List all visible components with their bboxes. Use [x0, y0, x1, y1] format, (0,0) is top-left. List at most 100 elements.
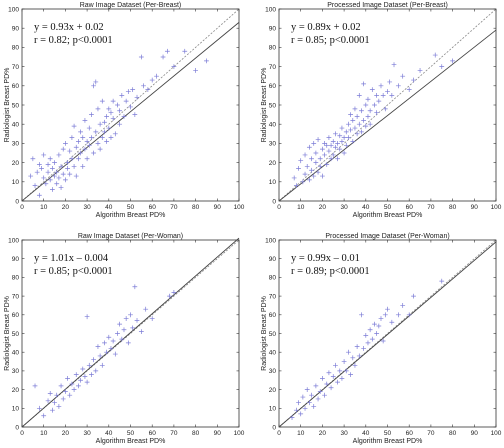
data-point: [389, 319, 395, 325]
y-tick-label: 10: [269, 406, 277, 413]
data-point: [82, 146, 88, 152]
x-tick-label: 30: [340, 204, 348, 211]
data-point: [346, 135, 351, 141]
data-point: [365, 96, 371, 102]
y-tick-label: 20: [12, 387, 20, 394]
data-point: [69, 156, 75, 162]
data-point: [45, 398, 51, 404]
correlation-stat: r = 0.82; p<0.0001: [34, 35, 113, 46]
data-point: [63, 141, 68, 146]
data-point: [69, 135, 75, 141]
data-point: [43, 181, 49, 187]
data-point: [36, 405, 42, 411]
data-point: [49, 407, 55, 413]
data-point: [289, 415, 295, 421]
data-point: [93, 129, 99, 135]
data-point: [374, 93, 380, 98]
data-point: [52, 160, 57, 165]
data-point: [337, 133, 343, 139]
x-tick-label: 40: [105, 204, 113, 211]
data-point: [367, 327, 373, 333]
x-tick-label: 0: [20, 430, 24, 437]
data-point: [376, 323, 382, 329]
regression-equation: y = 0.99x – 0.01: [291, 253, 360, 264]
data-point: [382, 106, 388, 112]
data-point: [333, 362, 338, 368]
data-point: [367, 121, 373, 127]
scatter-panel-processed-per-breast: Processed Image Dataset (Per-Breast) Alg…: [261, 2, 502, 219]
x-tick-label: 100: [234, 430, 245, 437]
data-point: [395, 312, 401, 318]
data-point: [350, 139, 356, 144]
x-tick-label: 30: [83, 430, 91, 437]
data-point: [110, 98, 116, 104]
x-tick-label: 20: [62, 204, 70, 211]
data-point: [84, 379, 90, 385]
y-tick-label: 30: [12, 368, 20, 375]
data-point: [138, 54, 144, 60]
data-point: [110, 116, 116, 121]
x-tick-label: 20: [62, 430, 70, 437]
data-point: [102, 129, 107, 135]
data-point: [54, 181, 60, 187]
data-point: [339, 139, 345, 144]
data-point: [143, 306, 149, 312]
data-point: [84, 314, 90, 320]
data-point: [86, 362, 92, 368]
data-point: [361, 81, 367, 87]
data-point: [304, 387, 310, 392]
data-point: [58, 383, 64, 389]
data-point: [97, 146, 103, 152]
y-tick-label: 20: [269, 387, 277, 394]
data-point: [302, 152, 308, 158]
data-point: [117, 108, 123, 114]
y-tick-label: 40: [12, 122, 20, 129]
data-point: [315, 396, 321, 402]
y-tick-label: 10: [12, 406, 20, 413]
y-tick-label: 50: [269, 331, 277, 338]
data-point: [36, 192, 42, 198]
x-tick-label: 20: [319, 204, 327, 211]
data-point: [313, 383, 319, 389]
data-point: [145, 87, 151, 93]
data-point: [106, 334, 112, 340]
data-point: [115, 331, 120, 336]
x-tick-label: 60: [406, 204, 414, 211]
data-point: [76, 383, 81, 389]
data-point: [102, 340, 107, 346]
data-point: [354, 114, 360, 119]
scatter-panel-raw-per-breast: Raw Image Dataset (Per-Breast) Algorithm…: [4, 2, 245, 219]
data-point: [293, 407, 299, 413]
data-point: [439, 278, 445, 284]
data-point: [47, 156, 53, 162]
y-tick-label: 20: [269, 160, 277, 167]
data-point: [134, 318, 140, 323]
data-point: [395, 83, 401, 89]
data-point: [337, 368, 343, 374]
data-point: [311, 141, 317, 146]
data-point: [49, 187, 55, 192]
data-point: [450, 58, 455, 64]
data-point: [411, 293, 416, 299]
x-tick-label: 60: [406, 430, 414, 437]
data-point: [365, 340, 371, 346]
data-point: [352, 125, 358, 131]
data-point: [32, 383, 38, 389]
data-point: [339, 375, 345, 381]
data-point: [119, 336, 125, 342]
data-point: [354, 344, 360, 349]
x-tick-label: 70: [427, 204, 435, 211]
plot-title: Processed Image Dataset (Per-Breast): [327, 2, 448, 9]
data-point: [41, 413, 47, 419]
data-point: [78, 377, 83, 383]
data-point: [326, 135, 332, 141]
data-point: [339, 125, 345, 131]
x-tick-label: 90: [471, 430, 479, 437]
y-axis-label: Radiologist Breast PD%: [261, 68, 268, 143]
data-point: [326, 148, 332, 154]
data-point: [322, 152, 327, 158]
data-point: [112, 351, 118, 357]
data-point: [378, 83, 384, 89]
data-point: [128, 312, 133, 318]
y-tick-label: 90: [269, 256, 277, 263]
